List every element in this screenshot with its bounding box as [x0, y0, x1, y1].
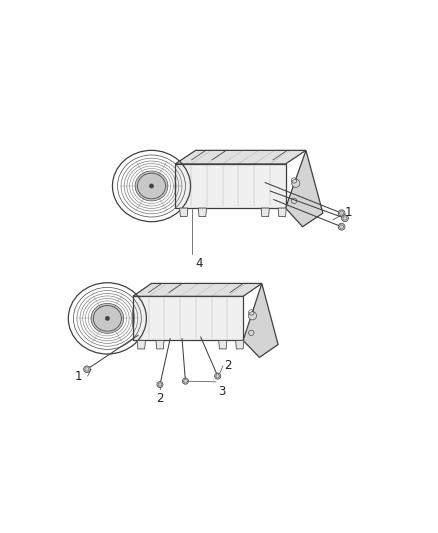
Circle shape: [338, 223, 345, 230]
Circle shape: [84, 366, 90, 373]
Circle shape: [215, 373, 221, 379]
Polygon shape: [175, 150, 306, 164]
Polygon shape: [278, 208, 286, 216]
Circle shape: [342, 215, 348, 222]
Text: 2: 2: [156, 392, 164, 405]
Polygon shape: [133, 284, 262, 296]
Polygon shape: [180, 208, 188, 216]
Polygon shape: [243, 284, 278, 358]
Circle shape: [338, 210, 345, 216]
Circle shape: [105, 316, 110, 320]
Polygon shape: [286, 150, 323, 227]
Circle shape: [149, 184, 154, 188]
Polygon shape: [175, 177, 187, 195]
Text: 1: 1: [345, 206, 353, 219]
Text: 2: 2: [224, 359, 232, 373]
Circle shape: [248, 312, 257, 320]
Polygon shape: [133, 296, 243, 341]
Polygon shape: [175, 164, 286, 208]
Ellipse shape: [135, 171, 168, 201]
Circle shape: [157, 382, 163, 387]
Polygon shape: [198, 208, 206, 216]
Text: 4: 4: [196, 257, 203, 270]
Polygon shape: [137, 341, 145, 349]
Circle shape: [292, 179, 300, 188]
Text: 3: 3: [218, 385, 225, 398]
Polygon shape: [236, 341, 244, 349]
Polygon shape: [133, 310, 143, 327]
Polygon shape: [156, 341, 164, 349]
Polygon shape: [219, 341, 227, 349]
Ellipse shape: [91, 303, 124, 333]
Circle shape: [182, 378, 188, 384]
Text: 1: 1: [75, 369, 83, 383]
Polygon shape: [261, 208, 269, 216]
